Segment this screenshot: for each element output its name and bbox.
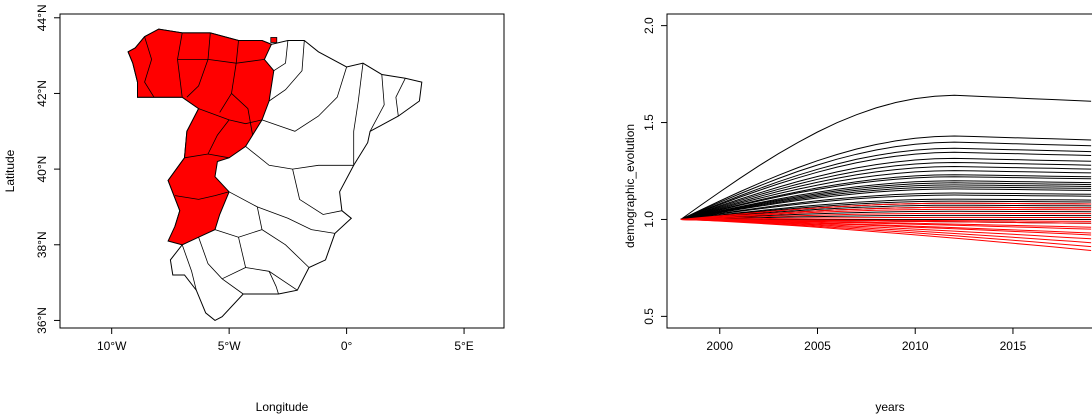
series-line-black: [680, 192, 1092, 220]
line-panel: 2000 2005 2010 2015 0.5 1.0 1.5 2.0 years demo…: [623, 13, 1092, 414]
map-x-tick-label: 10°W: [97, 339, 127, 353]
map-x-tick-label: 0°: [341, 339, 353, 353]
series-line-black: [680, 151, 1092, 220]
series-line-red: [680, 206, 1092, 220]
map-x-axis: 10°W 5°W 0° 5°E: [97, 328, 474, 353]
map-y-tick-label: 36°N: [35, 307, 49, 334]
map-province-borders: [144, 32, 406, 295]
province-border: [292, 169, 342, 215]
series-line-black: [680, 182, 1092, 220]
province-border: [273, 40, 289, 72]
series-line-red: [680, 202, 1092, 220]
province-border: [186, 32, 211, 98]
line-x-axis-label: years: [875, 400, 904, 414]
line-x-tick-label: 2015: [1000, 339, 1027, 353]
series-line-red: [680, 219, 1092, 251]
series-line-black: [680, 180, 1092, 220]
province-border: [177, 59, 265, 64]
line-y-tick-label: 1.5: [642, 114, 656, 131]
province-border: [238, 237, 298, 291]
map-x-tick-label: 5°E: [454, 339, 473, 353]
province-border: [219, 40, 239, 113]
province-border: [207, 119, 230, 155]
province-border: [144, 36, 155, 98]
province-border: [256, 206, 310, 268]
province-border: [353, 63, 364, 166]
map-x-tick-label: 5°W: [218, 339, 241, 353]
series-line-black: [680, 186, 1092, 220]
map-y-tick-label: 42°N: [35, 80, 49, 107]
series-line-black: [680, 204, 1092, 220]
province-border: [181, 244, 197, 291]
series-line-black: [680, 200, 1092, 220]
province-border: [268, 40, 305, 102]
line-y-tick-label: 1.0: [642, 211, 656, 228]
map-plot-frame: [59, 13, 505, 329]
map-y-tick-label: 38°N: [35, 231, 49, 258]
series-line-black: [680, 165, 1092, 220]
series-line-black: [680, 176, 1092, 220]
series-line-black: [680, 174, 1092, 220]
series-line-black: [680, 188, 1092, 220]
series-line-red: [680, 216, 1092, 220]
province-border: [369, 74, 385, 132]
province-border: [261, 66, 347, 132]
series-line-black: [680, 147, 1092, 220]
line-series-group: [666, 13, 1092, 329]
series-line-black: [680, 198, 1092, 220]
map-highlighted-provinces: [127, 28, 275, 246]
province-border: [268, 271, 279, 295]
map-y-axis: 36°N 38°N 40°N 42°N 44°N: [35, 4, 60, 334]
province-border: [231, 93, 253, 136]
line-x-axis: 2000 2005 2010 2015: [706, 328, 1027, 353]
series-line-black: [680, 184, 1092, 220]
map-panel: 10°W 5°W 0° 5°E 36°N 38°N 40°N 42°N 44°N Longit…: [3, 4, 505, 414]
line-y-tick-label: 0.5: [642, 308, 656, 325]
series-line-black: [680, 210, 1092, 220]
province-border: [175, 191, 230, 200]
map-y-tick-label: 44°N: [35, 4, 49, 31]
map-x-axis-label: Longitude: [256, 400, 309, 414]
series-line-black: [680, 214, 1092, 220]
province-border: [198, 108, 263, 125]
series-line-black: [680, 170, 1092, 220]
province-border: [395, 78, 406, 117]
province-border: [221, 267, 246, 280]
series-line-red: [680, 208, 1092, 220]
province-border: [198, 237, 244, 295]
map-y-tick-label: 40°N: [35, 156, 49, 183]
map-enclave-marker: [270, 37, 278, 43]
line-plot-frame: [666, 13, 1092, 329]
line-x-tick-label: 2010: [902, 339, 929, 353]
series-line-black: [680, 141, 1092, 220]
line-y-axis-label: demographic_evolution: [623, 124, 637, 248]
series-line-black: [680, 161, 1092, 220]
series-line-red: [680, 212, 1092, 220]
series-line-black: [680, 194, 1092, 220]
province-border: [228, 191, 335, 234]
line-y-axis: 0.5 1.0 1.5 2.0: [642, 17, 667, 325]
line-x-tick-label: 2005: [804, 339, 831, 353]
series-line-black: [680, 157, 1092, 220]
series-line-black: [680, 135, 1092, 220]
map-y-axis-label: Latitude: [3, 149, 17, 192]
line-y-tick-label: 2.0: [642, 17, 656, 34]
series-line-black: [680, 94, 1092, 220]
line-x-tick-label: 2000: [706, 339, 733, 353]
map-area: [127, 28, 423, 321]
